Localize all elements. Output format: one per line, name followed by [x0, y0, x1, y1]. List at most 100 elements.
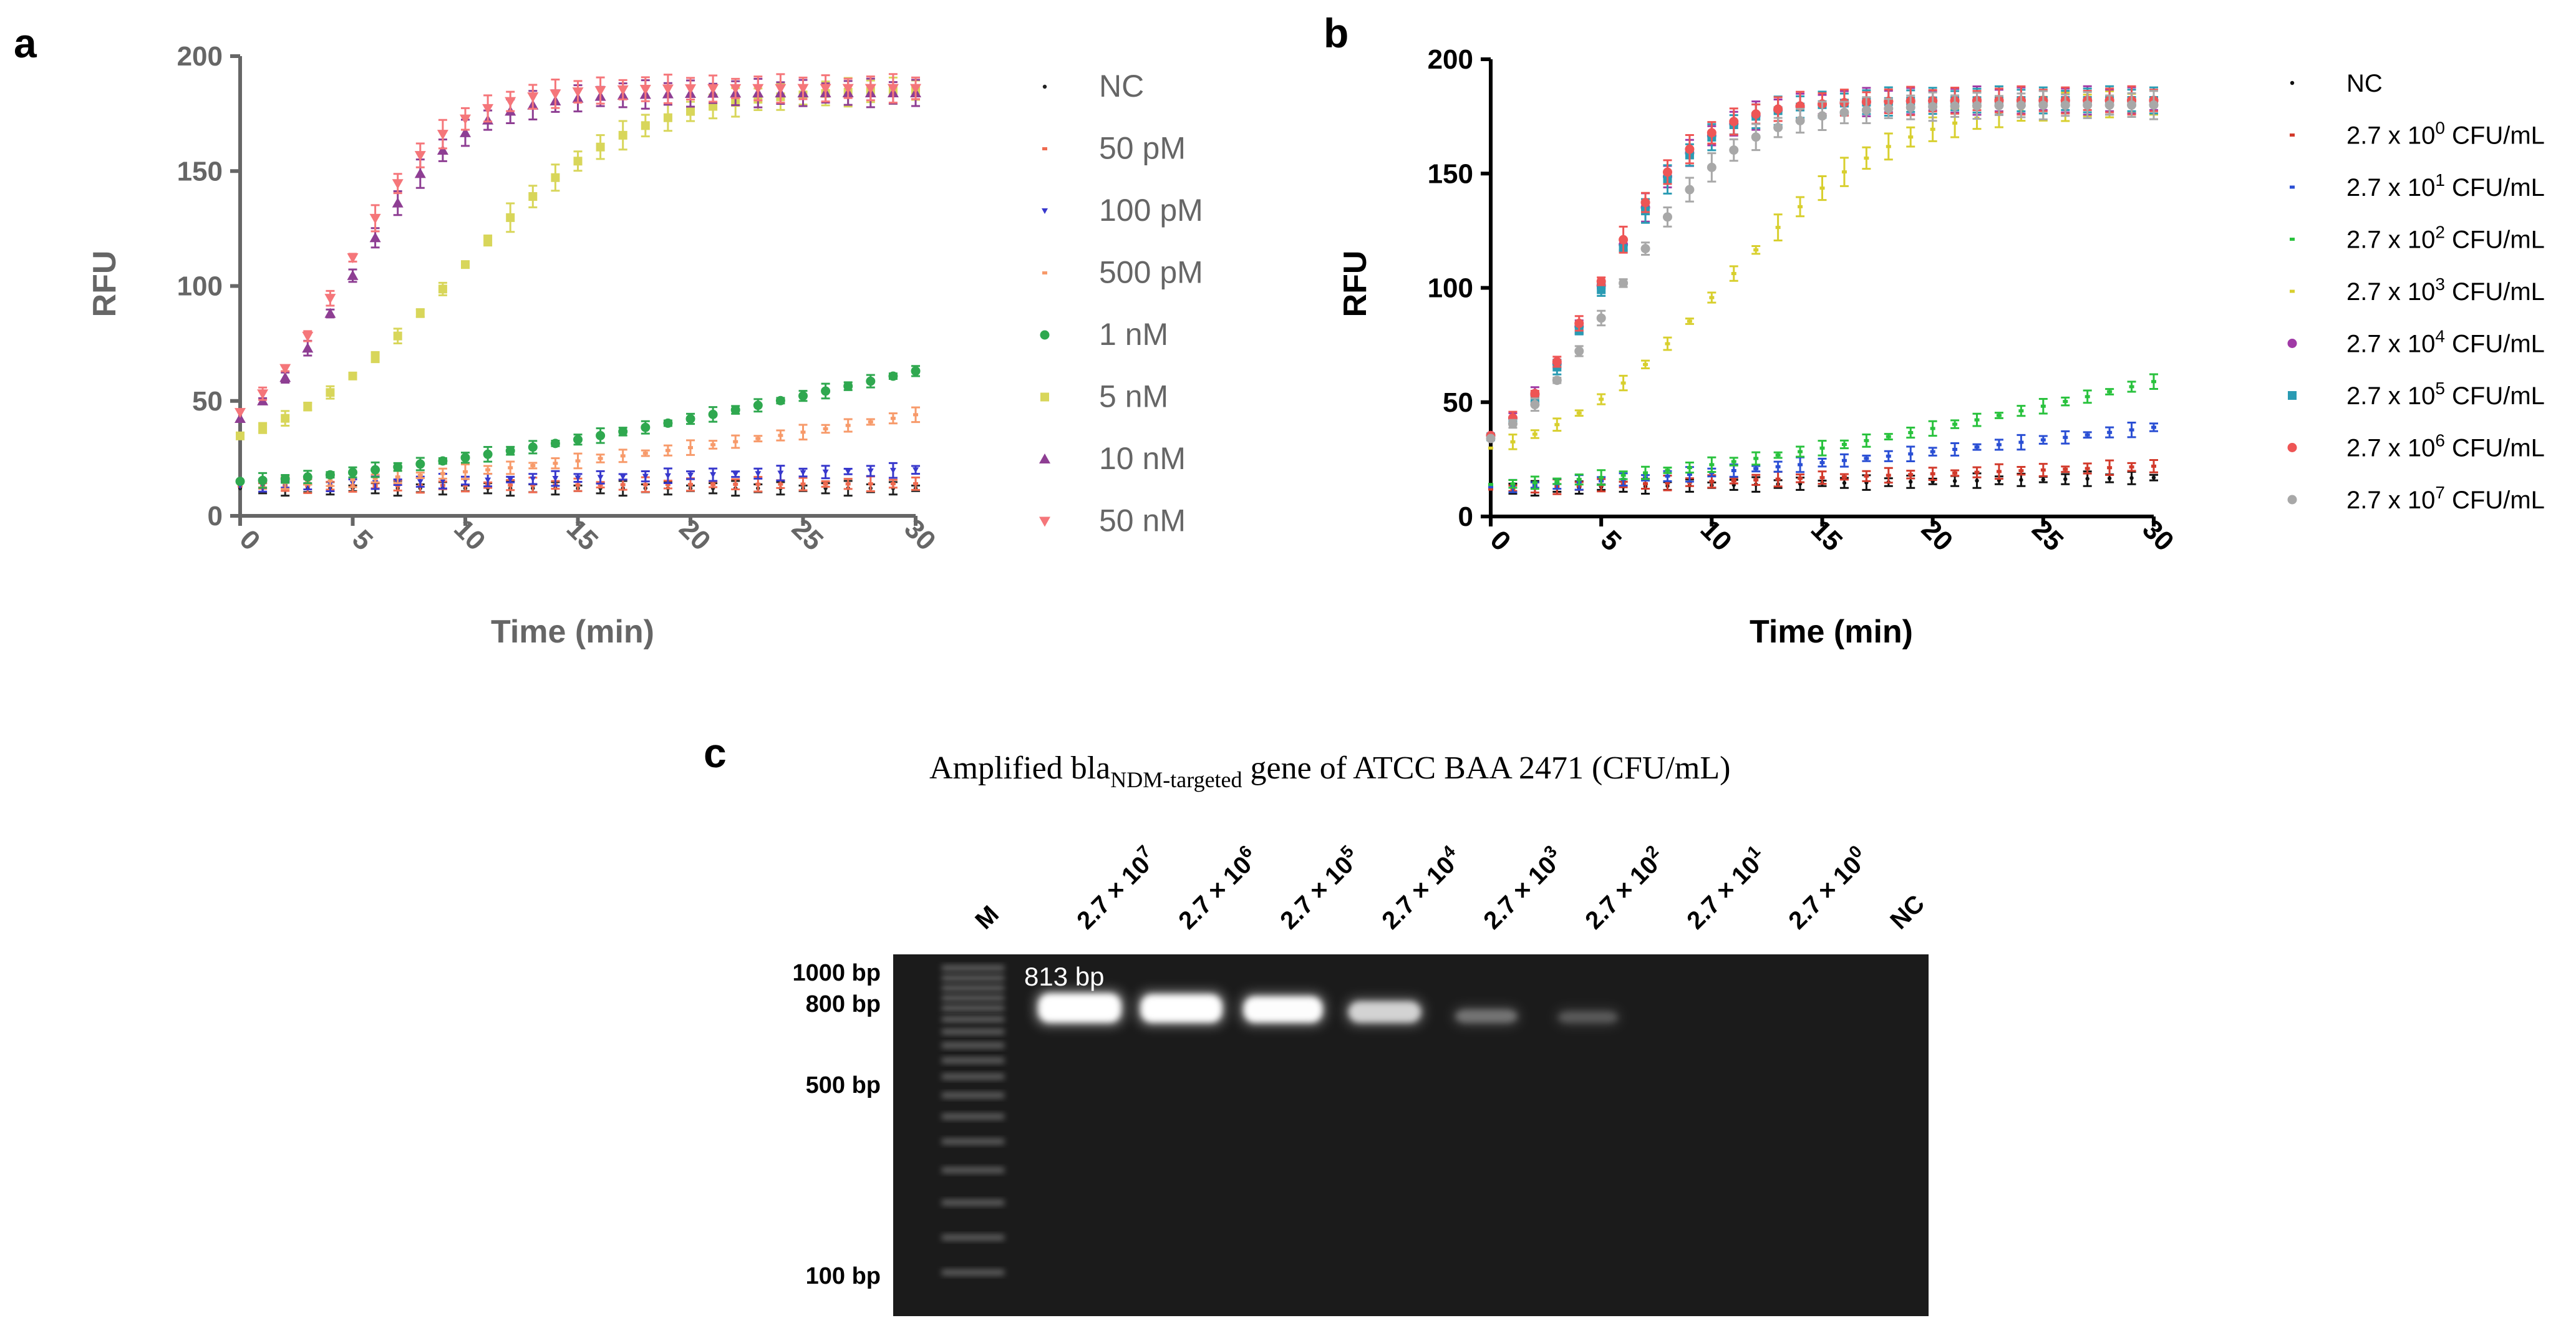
- a-data-point: [620, 483, 626, 487]
- b-data-point: [1996, 414, 2002, 417]
- a-data-point: [889, 468, 896, 474]
- a-legend-marker: [1040, 330, 1050, 340]
- b-legend-marker: [2287, 443, 2297, 452]
- lane-label: 2.7 × 105: [1272, 841, 1365, 934]
- a-data-point: [350, 478, 356, 482]
- a-legend-marker: [1039, 453, 1050, 463]
- b-series-4: [1488, 90, 2158, 450]
- b-data-point: [1597, 285, 1606, 294]
- a-data-point: [485, 477, 491, 483]
- b-data-point: [1665, 481, 1670, 485]
- b-data-point: [1996, 470, 2002, 473]
- b-data-point: [1905, 102, 1915, 112]
- a-data-point: [596, 430, 606, 440]
- b-data-point: [1952, 478, 1957, 483]
- a-data-point: [575, 459, 581, 463]
- chart-b-y-axis-label: RFU: [1337, 251, 1373, 317]
- b-legend-marker: [2287, 495, 2297, 505]
- a-data-point: [843, 381, 853, 391]
- b-data-point: [1599, 475, 1604, 479]
- a-data-point: [507, 477, 514, 483]
- ladder-band: [942, 976, 1004, 981]
- lane-label: 2.7 × 102: [1577, 841, 1670, 934]
- a-data-point: [279, 372, 291, 382]
- a-data-point: [437, 130, 448, 140]
- a-data-point: [686, 107, 695, 116]
- a-data-point: [528, 442, 538, 452]
- gel-band: [1455, 1009, 1518, 1023]
- b-legend-label: 2.7 x 103 CFU/mL: [2346, 274, 2545, 306]
- b-data-point: [1952, 422, 1958, 426]
- b-series-7: [1486, 85, 2159, 440]
- a-data-point: [348, 467, 357, 477]
- a-x-tick-label: 20: [673, 513, 716, 556]
- a-data-point: [688, 483, 693, 487]
- a-data-point: [551, 173, 560, 182]
- a-legend-marker: [1039, 516, 1050, 527]
- a-data-point: [709, 102, 718, 111]
- b-data-point: [1552, 357, 1562, 367]
- a-data-point: [866, 376, 876, 386]
- a-x-tick-label: 0: [234, 524, 266, 556]
- a-series-6: [235, 77, 921, 423]
- a-legend-marker: [1042, 208, 1048, 214]
- a-data-point: [393, 331, 402, 341]
- a-data-point: [460, 453, 470, 463]
- a-data-point: [868, 420, 873, 424]
- a-data-point: [755, 471, 762, 477]
- chart-b-x-axis-label: Time (min): [1750, 614, 1913, 650]
- b-data-point: [2018, 409, 2024, 413]
- b-series-5: [1486, 85, 2159, 440]
- b-legend-label: 2.7 x 100 CFU/mL: [2346, 119, 2545, 150]
- b-data-point: [1554, 479, 1560, 483]
- b-data-point: [1687, 319, 1692, 323]
- a-data-point: [372, 477, 378, 480]
- gel-band: [1141, 994, 1222, 1023]
- a-data-point: [710, 443, 716, 447]
- b-data-point: [2107, 390, 2113, 394]
- a-data-point: [662, 84, 674, 95]
- b-y-tick-label: 200: [1428, 44, 1473, 75]
- b-data-point: [1643, 471, 1649, 475]
- a-data-point: [347, 269, 359, 280]
- a-data-point: [324, 308, 336, 318]
- a-data-point: [890, 482, 896, 486]
- b-data-point: [1930, 450, 1935, 453]
- a-data-point: [619, 474, 626, 480]
- a-data-point: [888, 371, 898, 381]
- b-data-point: [1909, 480, 1913, 484]
- a-data-point: [550, 89, 561, 100]
- b-data-point: [1685, 144, 1695, 154]
- b-legend-label: 2.7 x 104 CFU/mL: [2346, 327, 2545, 358]
- lane-label: NC: [1885, 889, 1930, 934]
- b-data-point: [1731, 272, 1736, 276]
- a-data-point: [258, 475, 268, 485]
- a-data-point: [618, 130, 627, 140]
- b-data-point: [1643, 362, 1649, 366]
- b-data-point: [1798, 205, 1803, 208]
- lane-label: 2.7 × 104: [1374, 841, 1468, 935]
- a-data-point: [438, 284, 447, 294]
- a-data-point: [598, 483, 603, 487]
- a-data-point: [823, 427, 828, 430]
- b-data-point: [1972, 101, 1982, 111]
- a-data-point: [708, 409, 718, 419]
- a-data-point: [688, 446, 693, 450]
- chart-a-legend: NC 50 pM 100 pM 500 pM 1 nM 5 nM 10 nM 50 nM: [1039, 69, 1203, 538]
- b-data-point: [2107, 430, 2113, 434]
- a-data-point: [505, 446, 515, 456]
- b-data-point: [1975, 478, 1979, 483]
- a-legend-label: 50 pM: [1099, 131, 1186, 166]
- b-series-8: [1486, 90, 2159, 443]
- a-data-point: [550, 439, 560, 448]
- marker-label-800bp: 800 bp: [806, 991, 881, 1017]
- ladder-band: [942, 1093, 1004, 1098]
- a-data-point: [665, 483, 671, 487]
- a-data-point: [370, 352, 380, 362]
- b-data-point: [1841, 442, 1847, 446]
- a-data-point: [553, 462, 558, 465]
- b-data-point: [1619, 235, 1629, 245]
- b-data-point: [1886, 145, 1891, 148]
- a-data-point: [506, 213, 515, 222]
